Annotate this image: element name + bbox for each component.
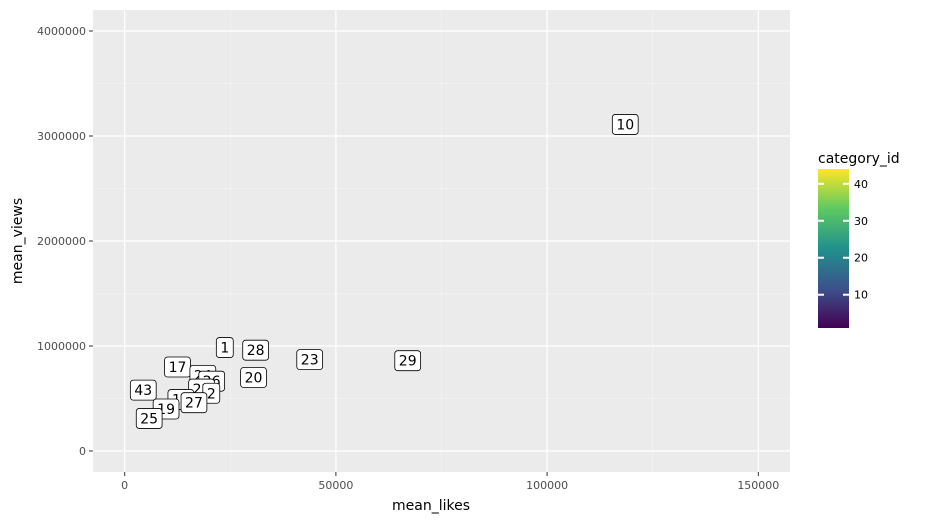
data-label: 23	[296, 349, 324, 371]
data-label-box	[215, 337, 234, 358]
data-label-text: 17	[169, 360, 187, 376]
data-label-box	[135, 408, 163, 429]
data-label: 29	[394, 350, 422, 372]
data-label: 20	[240, 367, 267, 388]
data-label-text: 20	[245, 371, 263, 387]
y-axis-title: mean_views	[10, 198, 26, 284]
data-label-text: 2	[207, 386, 216, 402]
data-label: 1	[215, 337, 234, 358]
x-tick-label: 150000	[737, 479, 779, 492]
colorbar-tick-label: 30	[854, 215, 868, 228]
x-tick-label: 0	[121, 479, 128, 492]
colorbar-tick-label: 40	[854, 178, 868, 191]
data-label: 43	[129, 379, 157, 401]
colorbar-tick-label: 10	[854, 289, 868, 302]
data-label-box	[242, 339, 269, 361]
x-axis: 0 50000 100000 150000	[121, 472, 779, 492]
data-label: 10	[611, 114, 639, 135]
data-label: 25	[135, 408, 163, 429]
data-label: 17	[164, 356, 191, 378]
colorbar-ticks: 10 20 30 40	[818, 178, 868, 302]
y-tick-label: 1000000	[37, 340, 86, 353]
colorbar	[818, 169, 849, 328]
data-label-box	[296, 349, 324, 371]
x-axis-title: mean_likes	[392, 498, 470, 514]
data-label: 27	[180, 392, 208, 414]
y-tick-label: 4000000	[37, 25, 86, 38]
data-labels: 101282329172420262224315271925	[129, 114, 639, 429]
data-label-text: 10	[616, 117, 634, 133]
data-label-box	[394, 350, 422, 372]
legend-title: category_id	[818, 151, 900, 167]
data-label-text: 25	[140, 411, 158, 427]
colorbar-tick-label: 20	[854, 252, 868, 265]
y-tick-label: 0	[79, 445, 86, 458]
data-label-text: 1	[220, 341, 229, 357]
major-grid	[93, 10, 790, 472]
data-label-text: 23	[301, 353, 319, 369]
data-label: 28	[242, 339, 269, 361]
x-tick-label: 50000	[318, 479, 353, 492]
data-label-box	[180, 392, 208, 414]
data-label-text: 43	[134, 383, 152, 399]
data-label-box	[240, 367, 267, 388]
colorbar-legend: category_id 10 20 30 40	[818, 151, 900, 328]
data-label-box	[611, 114, 639, 135]
data-label-text: 27	[185, 396, 203, 412]
x-tick-label: 100000	[526, 479, 568, 492]
y-tick-label: 2000000	[37, 235, 86, 248]
data-label-box	[129, 379, 157, 401]
y-tick-label: 3000000	[37, 130, 86, 143]
data-label-text: 28	[247, 343, 265, 359]
data-label-text: 29	[399, 354, 417, 370]
y-axis: 0 1000000 2000000 3000000 4000000	[37, 25, 93, 458]
